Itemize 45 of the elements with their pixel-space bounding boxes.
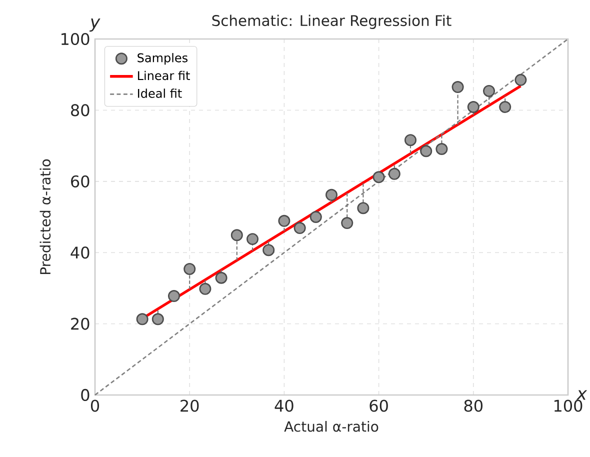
x-tick-label: 60 bbox=[370, 400, 388, 412]
legend-label: Ideal fit bbox=[138, 88, 182, 98]
chart-title: Schematic: Linear Regression Fit bbox=[212, 14, 452, 29]
x-tick-label: 80 bbox=[464, 400, 483, 412]
point bbox=[341, 217, 354, 230]
text: y bbox=[89, 18, 100, 32]
legend-label: Linear fit bbox=[138, 70, 190, 80]
x-tick-label: 40 bbox=[274, 400, 294, 412]
x-tick-label: 20 bbox=[180, 400, 199, 412]
y-tick-label: 80 bbox=[71, 104, 90, 116]
point bbox=[467, 100, 480, 113]
point bbox=[184, 262, 196, 275]
point bbox=[499, 100, 512, 113]
point bbox=[514, 74, 527, 86]
point bbox=[420, 145, 432, 158]
point bbox=[262, 244, 275, 256]
point bbox=[310, 210, 322, 223]
point bbox=[168, 290, 180, 302]
point bbox=[326, 188, 338, 201]
point bbox=[230, 229, 243, 242]
legend-label: Samples bbox=[138, 53, 188, 65]
y-tick-label: 40 bbox=[70, 246, 90, 259]
text: x bbox=[576, 390, 588, 400]
y-tick-label: 100 bbox=[62, 32, 90, 46]
point bbox=[483, 84, 496, 97]
y-tick-label: 60 bbox=[71, 175, 90, 188]
point bbox=[199, 282, 212, 295]
point bbox=[136, 313, 148, 326]
point bbox=[215, 272, 228, 284]
point bbox=[452, 81, 464, 94]
point bbox=[278, 214, 290, 227]
x-tick-label: 0 bbox=[90, 400, 100, 412]
point bbox=[388, 168, 400, 180]
point bbox=[294, 222, 306, 234]
point bbox=[357, 202, 370, 214]
point bbox=[436, 142, 448, 155]
point bbox=[152, 313, 164, 326]
x-axis-title: Actual α-ratio bbox=[284, 420, 378, 432]
y-tick-label: 0 bbox=[81, 388, 90, 402]
y-axis-title: Predicted α-ratio bbox=[40, 159, 51, 274]
point bbox=[246, 233, 259, 246]
x-tick-label: 100 bbox=[554, 400, 582, 412]
point bbox=[404, 134, 416, 146]
point bbox=[372, 171, 385, 184]
y-tick-label: 20 bbox=[71, 318, 90, 330]
